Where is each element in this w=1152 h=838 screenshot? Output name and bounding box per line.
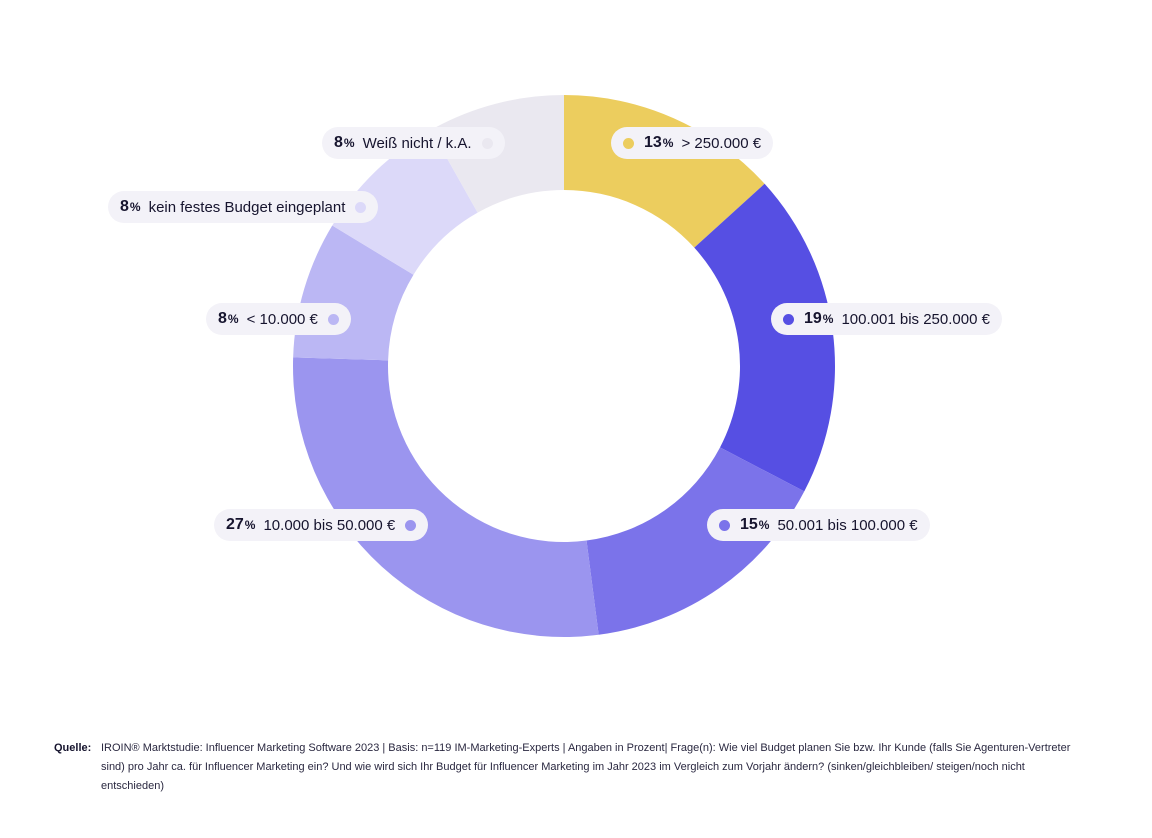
donut-slice-1 [694,183,835,492]
slice-label-dont-know: 8% Weiß nicht / k.A. [322,127,505,159]
slice-percent: 15 [740,516,758,533]
slice-label-text: > 250.000 € [681,134,762,152]
legend-dot-icon [623,137,634,149]
slice-percent: 27 [226,516,244,533]
percent-sign: % [244,518,256,532]
percent-sign: % [129,200,141,214]
slice-percent: 8 [120,198,129,215]
slice-percent: 19 [804,310,822,327]
slice-percent: 8 [218,310,227,327]
legend-dot-icon [327,313,339,325]
slice-label-over-250k: 13% > 250.000 € [611,127,774,159]
slice-label-under-10k: 8% < 10.000 € [206,303,351,335]
legend-dot-icon [405,519,417,531]
slice-percent: 8 [334,134,343,151]
slice-label-text: 50.001 bis 100.000 € [777,516,918,534]
percent-sign: % [227,312,239,326]
source-text: IROIN® Marktstudie: Influencer Marketing… [101,742,1071,792]
slice-label-text: < 10.000 € [246,310,318,328]
legend-dot-icon [481,137,493,149]
slice-label-text: 100.001 bis 250.000 € [841,310,990,328]
percent-sign: % [662,136,674,150]
slice-label-no-budget: 8% kein festes Budget eingeplant [108,191,379,223]
slice-label-text: kein festes Budget eingeplant [148,198,346,216]
source-label: Quelle: [54,742,92,754]
percent-sign: % [822,312,834,326]
slice-label-text: Weiß nicht / k.A. [362,134,472,152]
donut-slice-3 [293,357,599,637]
slice-label-10k-50k: 27% 10.000 bis 50.000 € [214,509,429,541]
legend-dot-icon [719,519,730,531]
legend-dot-icon [355,201,367,213]
source-note: Quelle: IROIN® Marktstudie: Influencer M… [54,739,1074,796]
donut-slice-2 [586,447,805,635]
legend-dot-icon [783,313,794,325]
slice-label-text: 10.000 bis 50.000 € [263,516,396,534]
slice-label-100k-250k: 19% 100.001 bis 250.000 € [771,303,1002,335]
percent-sign: % [343,136,355,150]
donut-slice-5 [332,129,478,275]
slice-label-50k-100k: 15% 50.001 bis 100.000 € [707,509,930,541]
percent-sign: % [758,518,770,532]
slice-percent: 13 [644,134,662,151]
